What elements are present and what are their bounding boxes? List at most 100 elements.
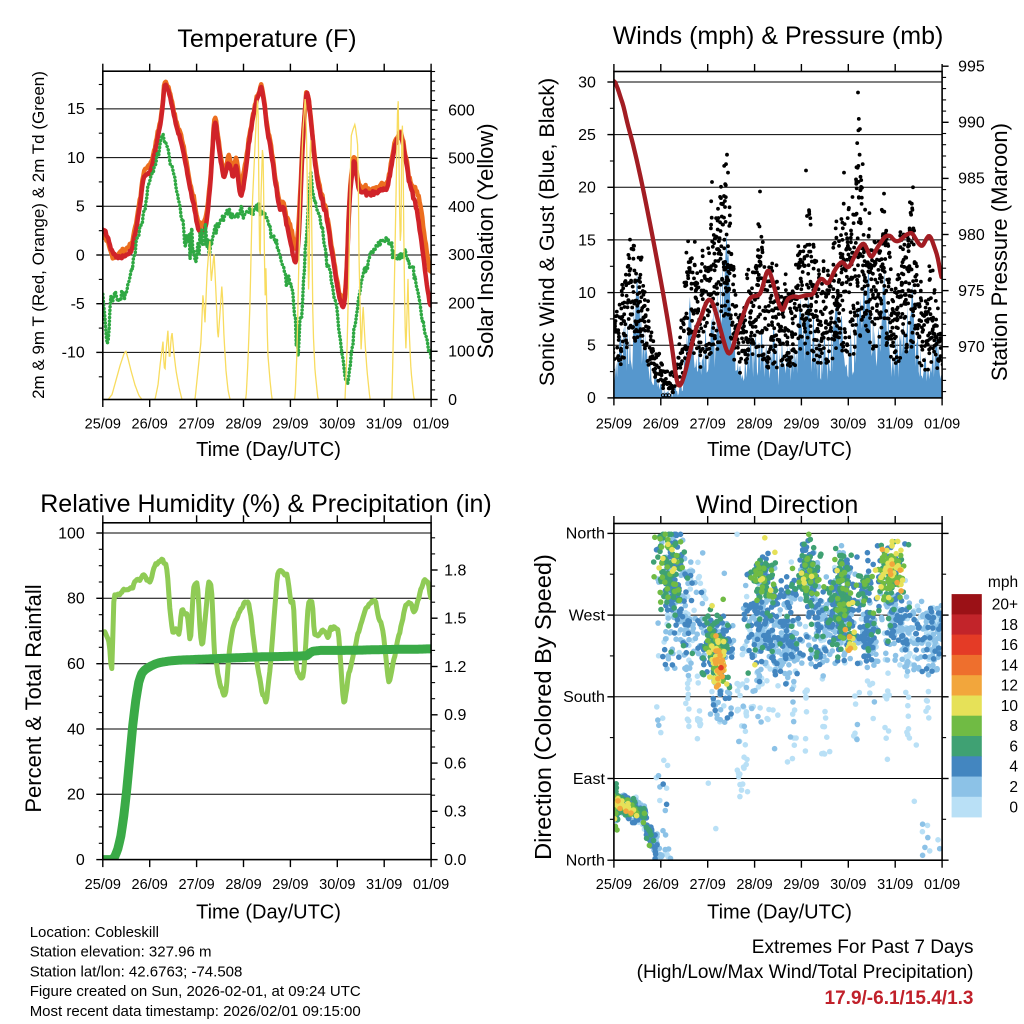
svg-text:mph: mph xyxy=(988,574,1018,591)
svg-text:2m & 9m T (Red, Orange) & 2m T: 2m & 9m T (Red, Orange) & 2m Td (Green) xyxy=(29,71,48,399)
svg-text:25/09: 25/09 xyxy=(596,877,632,893)
svg-text:16: 16 xyxy=(1001,637,1018,654)
svg-text:28/09: 28/09 xyxy=(736,416,772,432)
svg-text:Winds (mph) & Pressure (mb): Winds (mph) & Pressure (mb) xyxy=(613,22,944,50)
svg-text:10: 10 xyxy=(67,150,85,167)
svg-text:Relative Humidity (%) & Precip: Relative Humidity (%) & Precipitation (i… xyxy=(40,490,492,518)
svg-text:995: 995 xyxy=(958,59,985,76)
svg-text:25/09: 25/09 xyxy=(596,416,632,432)
svg-text:28/09: 28/09 xyxy=(225,416,261,432)
svg-text:Time (Day/UTC): Time (Day/UTC) xyxy=(707,902,852,924)
svg-text:Station elevation: 327.96 m: Station elevation: 327.96 m xyxy=(30,944,212,961)
svg-text:Wind Direction: Wind Direction xyxy=(696,491,859,519)
svg-text:Figure created on Sun, 2026-02: Figure created on Sun, 2026-02-01, at 09… xyxy=(30,983,361,1000)
svg-text:South: South xyxy=(563,689,605,706)
svg-text:25/09: 25/09 xyxy=(85,416,121,432)
svg-text:600: 600 xyxy=(448,102,475,119)
svg-text:975: 975 xyxy=(958,283,985,300)
svg-text:27/09: 27/09 xyxy=(178,416,214,432)
svg-text:6: 6 xyxy=(1009,738,1018,755)
svg-text:40: 40 xyxy=(67,721,85,738)
svg-text:400: 400 xyxy=(448,199,475,216)
svg-text:29/09: 29/09 xyxy=(783,877,819,893)
svg-text:Sonic Wind & Gust (Blue, Black: Sonic Wind & Gust (Blue, Black) xyxy=(535,78,559,386)
svg-text:01/09: 01/09 xyxy=(413,416,449,432)
svg-text:25/09: 25/09 xyxy=(85,877,121,893)
svg-text:Location: Cobleskill: Location: Cobleskill xyxy=(30,924,159,941)
svg-text:-10: -10 xyxy=(62,345,85,362)
svg-text:100: 100 xyxy=(58,525,85,542)
svg-text:29/09: 29/09 xyxy=(783,416,819,432)
svg-text:01/09: 01/09 xyxy=(924,416,960,432)
svg-text:12: 12 xyxy=(1001,678,1018,695)
svg-text:01/09: 01/09 xyxy=(924,877,960,893)
svg-text:28/09: 28/09 xyxy=(736,877,772,893)
svg-text:0: 0 xyxy=(76,247,85,264)
svg-text:26/09: 26/09 xyxy=(132,416,168,432)
svg-text:26/09: 26/09 xyxy=(132,877,168,893)
svg-text:27/09: 27/09 xyxy=(690,877,726,893)
svg-text:985: 985 xyxy=(958,171,985,188)
svg-text:Extremes For Past 7 Days: Extremes For Past 7 Days xyxy=(752,937,974,958)
svg-text:(High/Low/Max Wind/Total Preci: (High/Low/Max Wind/Total Precipitation) xyxy=(637,962,974,983)
svg-text:0.9: 0.9 xyxy=(444,707,466,724)
svg-text:20: 20 xyxy=(578,180,596,197)
svg-text:27/09: 27/09 xyxy=(178,877,214,893)
svg-text:15: 15 xyxy=(67,101,85,118)
svg-text:Station Pressure (Maroon): Station Pressure (Maroon) xyxy=(987,123,1012,381)
svg-text:West: West xyxy=(569,607,606,624)
svg-text:10: 10 xyxy=(1001,698,1019,715)
svg-text:1.8: 1.8 xyxy=(444,562,466,579)
svg-text:0.0: 0.0 xyxy=(444,852,466,869)
svg-text:North: North xyxy=(566,526,605,543)
svg-text:26/09: 26/09 xyxy=(643,416,679,432)
svg-text:Station lat/lon: 42.6763; -74.: Station lat/lon: 42.6763; -74.508 xyxy=(30,963,243,980)
svg-text:-5: -5 xyxy=(71,296,85,313)
svg-text:100: 100 xyxy=(448,344,475,361)
svg-text:31/09: 31/09 xyxy=(366,416,402,432)
svg-text:25: 25 xyxy=(578,127,596,144)
svg-text:East: East xyxy=(573,771,606,788)
svg-text:30/09: 30/09 xyxy=(319,416,355,432)
svg-text:4: 4 xyxy=(1009,759,1018,776)
svg-text:970: 970 xyxy=(958,339,985,356)
svg-text:0.3: 0.3 xyxy=(444,804,466,821)
svg-text:26/09: 26/09 xyxy=(643,877,679,893)
svg-text:30: 30 xyxy=(578,74,596,91)
svg-text:5: 5 xyxy=(587,338,596,355)
svg-text:1.5: 1.5 xyxy=(444,611,466,628)
svg-text:Time (Day/UTC): Time (Day/UTC) xyxy=(196,439,341,461)
svg-text:01/09: 01/09 xyxy=(413,877,449,893)
svg-text:80: 80 xyxy=(67,591,85,608)
svg-text:10: 10 xyxy=(578,285,596,302)
svg-text:18: 18 xyxy=(1001,617,1018,634)
svg-text:300: 300 xyxy=(448,247,475,264)
svg-text:5: 5 xyxy=(76,199,85,216)
svg-text:30/09: 30/09 xyxy=(830,877,866,893)
svg-text:Percent & Total Rainfall: Percent & Total Rainfall xyxy=(21,584,46,812)
svg-text:29/09: 29/09 xyxy=(272,416,308,432)
svg-text:0.6: 0.6 xyxy=(444,755,466,772)
svg-text:Most recent data timestamp: 20: Most recent data timestamp: 2026/02/01 0… xyxy=(30,1003,361,1020)
svg-text:500: 500 xyxy=(448,151,475,168)
svg-text:31/09: 31/09 xyxy=(877,877,913,893)
svg-text:Direction (Colored By Speed): Direction (Colored By Speed) xyxy=(530,554,556,860)
svg-text:15: 15 xyxy=(578,232,596,249)
svg-text:8: 8 xyxy=(1009,718,1018,735)
svg-text:North: North xyxy=(566,852,605,869)
svg-text:Solar Insolation (Yellow): Solar Insolation (Yellow) xyxy=(473,123,498,358)
svg-text:31/09: 31/09 xyxy=(877,416,913,432)
svg-text:30/09: 30/09 xyxy=(830,416,866,432)
svg-text:2: 2 xyxy=(1009,779,1018,796)
svg-text:17.9/-6.1/15.4/1.3: 17.9/-6.1/15.4/1.3 xyxy=(825,988,974,1009)
svg-text:Time (Day/UTC): Time (Day/UTC) xyxy=(707,439,852,461)
svg-text:28/09: 28/09 xyxy=(225,877,261,893)
svg-text:14: 14 xyxy=(1001,657,1019,674)
svg-text:Time (Day/UTC): Time (Day/UTC) xyxy=(196,902,341,924)
svg-text:60: 60 xyxy=(67,656,85,673)
svg-text:30/09: 30/09 xyxy=(319,877,355,893)
svg-text:27/09: 27/09 xyxy=(690,416,726,432)
svg-text:200: 200 xyxy=(448,295,475,312)
svg-text:Temperature (F): Temperature (F) xyxy=(177,25,356,53)
svg-text:0: 0 xyxy=(448,392,457,409)
